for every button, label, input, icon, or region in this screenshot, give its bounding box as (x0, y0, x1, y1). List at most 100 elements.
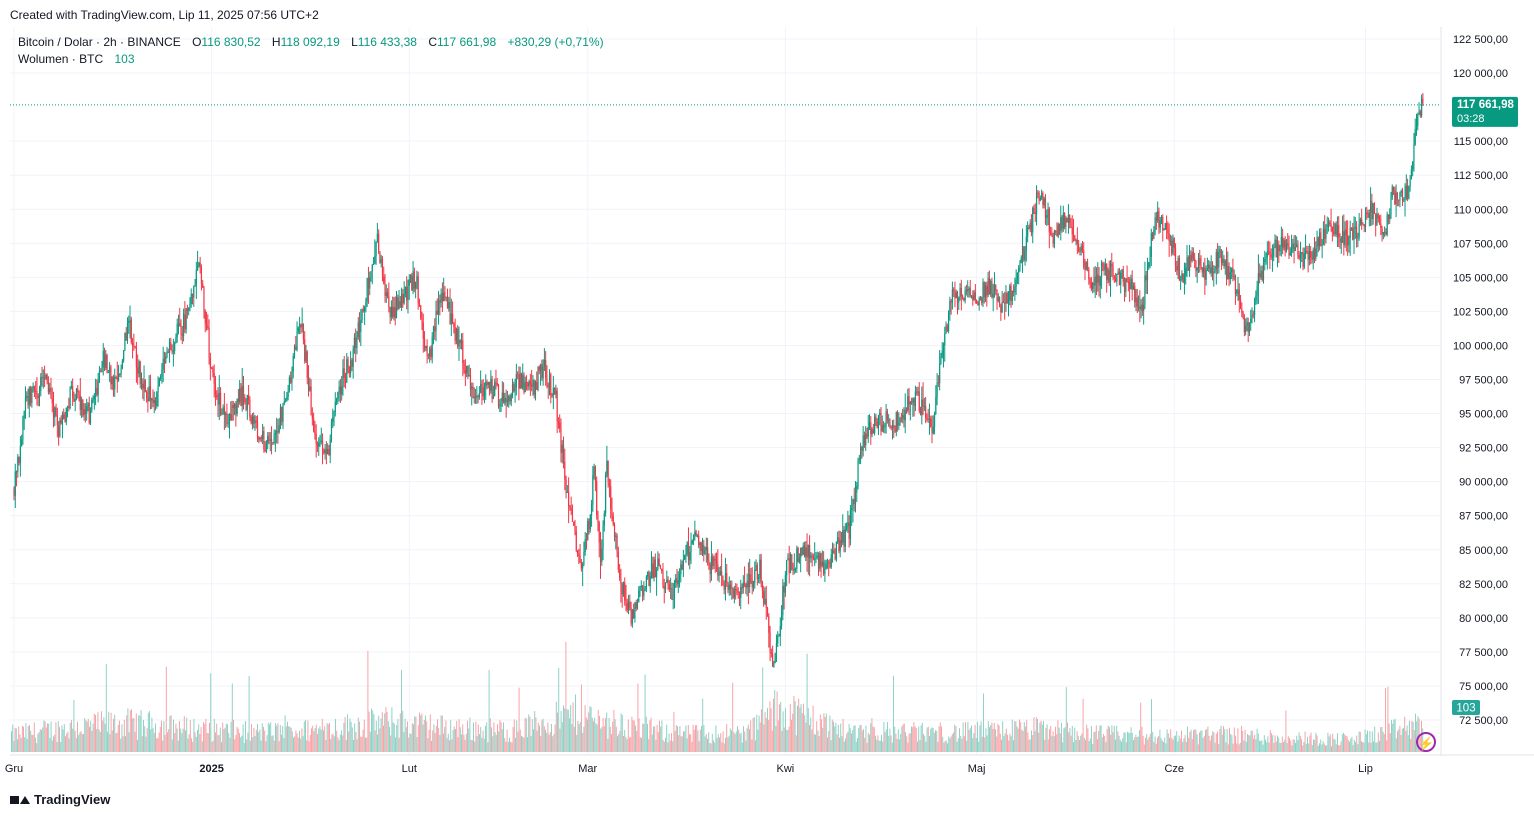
open-value: 116 830,52 (201, 35, 261, 49)
candle-body (1130, 278, 1132, 290)
candle-body (907, 396, 909, 411)
candle-body (1007, 300, 1010, 304)
volume-bar (554, 724, 556, 752)
volume-bar (662, 740, 664, 752)
candle-body (1375, 213, 1377, 226)
candle-body (1051, 233, 1053, 236)
volume-bar (74, 730, 76, 752)
volume-bar (372, 710, 374, 752)
tradingview-logo[interactable]: TradingView (10, 792, 110, 807)
candle-body (154, 399, 157, 406)
candle-body (1100, 263, 1103, 277)
volume-bar (864, 737, 866, 752)
candle-body (814, 558, 816, 560)
volume-bar (720, 733, 722, 752)
volume-bar (1069, 728, 1071, 752)
volume-bar (173, 719, 174, 752)
volume-bar (623, 735, 624, 752)
candle-body (923, 406, 925, 408)
candle-body (930, 418, 932, 427)
volume-bar (1367, 730, 1368, 752)
candle-body (524, 382, 526, 393)
candle-body (974, 292, 976, 300)
volume-bar (831, 719, 833, 752)
volume-bar (99, 731, 101, 752)
volume-label[interactable]: Wolumen · BTC (18, 52, 104, 66)
volume-bar (552, 736, 554, 752)
candle-body (347, 359, 349, 367)
volume-bar (547, 722, 549, 752)
candle-body (783, 585, 785, 593)
candle-body (694, 531, 696, 536)
bolt-icon[interactable]: ⚡ (1416, 732, 1436, 752)
volume-bar (570, 705, 572, 752)
candle-body (106, 354, 108, 373)
candle-body (860, 446, 862, 460)
volume-bar (32, 734, 34, 752)
volume-bar (363, 719, 365, 752)
volume-bar (834, 726, 836, 752)
volume-bar (813, 734, 815, 752)
volume-bar (255, 729, 257, 752)
volume-bar (1166, 729, 1168, 752)
candle-body (74, 398, 76, 402)
volume-bar (759, 722, 761, 752)
volume-bar (355, 731, 357, 752)
volume-bar (431, 740, 432, 752)
candle-body (575, 531, 577, 551)
candle-body (831, 550, 834, 555)
volume-bar (675, 725, 677, 752)
candle-body (191, 293, 194, 298)
volume-bar (701, 726, 702, 752)
volume-bar (593, 721, 594, 752)
candle-body (866, 433, 868, 437)
candle-body (705, 547, 707, 551)
candle-body (1334, 223, 1336, 234)
candle-body (126, 322, 129, 341)
volume-bar (333, 736, 335, 752)
volume-bar (825, 713, 827, 752)
candle-body (1011, 290, 1013, 302)
candle-body (476, 396, 478, 398)
volume-bar (577, 720, 579, 752)
candle-body (588, 520, 590, 530)
volume-bar (487, 742, 489, 752)
candle-body (1182, 273, 1184, 283)
candle-body (385, 292, 387, 297)
volume-bar (368, 711, 370, 752)
volume-bar (546, 732, 548, 752)
volume-bar (965, 722, 966, 752)
candle-body (1227, 266, 1229, 279)
candle-body (662, 570, 664, 587)
candle-body (731, 587, 733, 589)
volume-bar (337, 737, 339, 752)
candle-body (627, 601, 630, 610)
symbol-label[interactable]: Bitcoin / Dolar · 2h · BINANCE (18, 35, 181, 49)
candle-body (160, 376, 162, 379)
volume-bar (1011, 719, 1013, 752)
volume-bar (956, 741, 958, 752)
volume-bar (415, 716, 417, 752)
candle-body (260, 437, 262, 439)
volume-bar (499, 720, 501, 752)
volume-bar (975, 738, 977, 752)
candle-body (431, 336, 433, 358)
volume-bar (1135, 734, 1137, 752)
volume-bar (461, 734, 462, 752)
candle-body (819, 553, 821, 569)
candle-body (1126, 278, 1128, 283)
candle-body (1359, 219, 1361, 225)
open-label: O (192, 35, 202, 49)
volume-bar (587, 719, 588, 752)
candle-body (1269, 252, 1271, 255)
volume-bar (1157, 737, 1158, 752)
candle-body (806, 547, 808, 558)
volume-bar (758, 715, 760, 752)
volume-bar (650, 717, 652, 752)
volume-bar (572, 702, 574, 752)
volume-bar (309, 734, 311, 752)
candle-body (691, 540, 693, 544)
volume-bar (1023, 722, 1025, 752)
chart-area[interactable]: 122 500,00 120 000,00 115 000,00 112 500,00… (0, 27, 1534, 787)
